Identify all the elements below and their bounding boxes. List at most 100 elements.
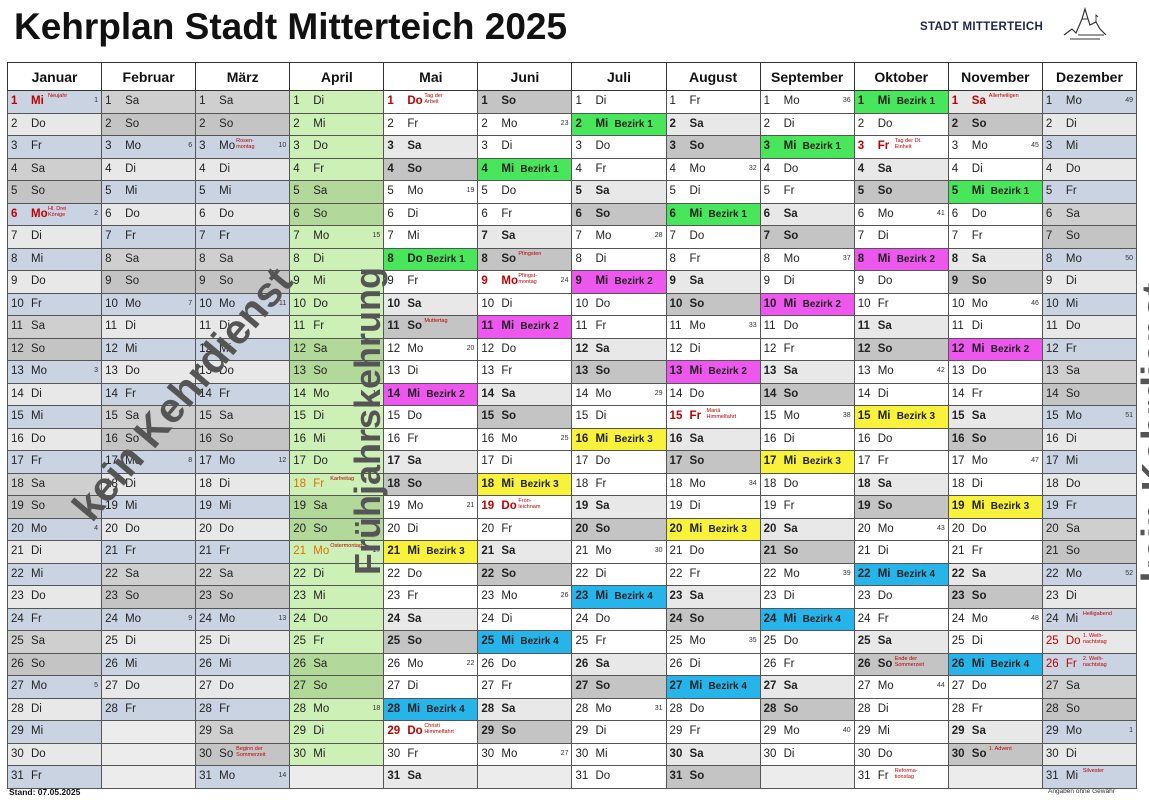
week-number: 40 bbox=[842, 727, 851, 734]
day-cell: 21 Mi Bezirk 3 bbox=[383, 540, 479, 564]
day-cell: 8 Do Bezirk 1 bbox=[383, 247, 479, 271]
day-number: 18 bbox=[857, 477, 871, 490]
day-cell: 18 Mo 34 bbox=[665, 472, 761, 496]
day-number: 27 bbox=[1045, 680, 1059, 692]
day-cell: 27 So bbox=[571, 675, 667, 699]
day-number: 11 bbox=[575, 320, 588, 332]
table-row: 20 Mo 4 20 Do 20 Do 20 So 20 Di 20 Fr 20 So 20 Mi Bezirk … bbox=[6, 517, 1138, 541]
weekday: Do bbox=[501, 342, 517, 355]
day-cell: 2 Mi bbox=[289, 112, 385, 136]
day-number: 4 bbox=[763, 162, 771, 175]
day-cell-content: 26 Mi bbox=[197, 654, 289, 675]
weekday: Mo bbox=[219, 140, 236, 152]
district-label: Bezirk 1 bbox=[520, 163, 559, 175]
day-number: 24 bbox=[575, 612, 589, 625]
day-number: 12 bbox=[575, 342, 589, 355]
day-cell-content: 26 So Ende der Sommerzeit bbox=[855, 654, 947, 675]
day-cell-content: 1 Di bbox=[291, 91, 383, 112]
day-cell: 21 Sa bbox=[477, 540, 573, 564]
day-cell: 6 Di bbox=[383, 202, 479, 226]
day-number: 28 bbox=[575, 702, 589, 715]
weekday: Do bbox=[595, 612, 611, 625]
weekday: Sa bbox=[501, 702, 516, 715]
day-cell-content: 15 Di bbox=[573, 406, 665, 427]
day-cell-content: 7 Fr bbox=[197, 226, 289, 247]
day-cell: 4 Do bbox=[1041, 157, 1138, 181]
day-number: 11 bbox=[763, 320, 776, 332]
day-cell: 20 Mo 4 bbox=[6, 517, 103, 541]
week-number: 46 bbox=[1031, 299, 1039, 307]
day-cell-content: 2 So bbox=[949, 114, 1041, 135]
day-number: 6 bbox=[669, 207, 676, 220]
weekday: Mo bbox=[689, 635, 706, 647]
day-cell: 30 Sa bbox=[665, 742, 761, 766]
day-number: 21 bbox=[951, 545, 965, 557]
day-cell-content: 10 Do bbox=[291, 294, 383, 315]
table-row: 17 Fr 17 Mo 8 17 Mo 12 17 Do 17 Sa 17 Di 17 Do 17 So 17 Mi B… bbox=[6, 450, 1138, 474]
day-cell-content: 26 Mi Bezirk 4 bbox=[949, 654, 1041, 675]
day-cell: 29 Mo 1 bbox=[1041, 720, 1138, 744]
day-cell-content: 7 Fr bbox=[103, 226, 195, 247]
weekday: Mi bbox=[31, 410, 44, 422]
weekday: Mi bbox=[877, 410, 891, 422]
day-cell-content: 25 Fr bbox=[573, 631, 665, 652]
day-cell: 20 Mi Bezirk 3 bbox=[665, 517, 761, 541]
day-cell: 16 Fr bbox=[383, 427, 479, 451]
weekday: Sa bbox=[219, 252, 234, 265]
weekday: Mi bbox=[407, 230, 420, 242]
weekday: Sa bbox=[125, 567, 140, 580]
day-cell: 15 Di bbox=[571, 405, 667, 429]
day-cell-content: 7 Di bbox=[9, 226, 101, 247]
table-row: 25 Sa 25 Di 25 Di 25 Fr 25 So 25 Mi Bezirk 4 25 Fr 25 Mo… bbox=[6, 630, 1138, 654]
day-number: 13 bbox=[669, 365, 683, 377]
day-cell: 24 So bbox=[665, 607, 761, 631]
day-cell: 26 Mi bbox=[101, 652, 197, 676]
day-cell: 12 Fr bbox=[759, 337, 855, 361]
day-cell-content: 31 Fr bbox=[9, 766, 101, 787]
weekday: Di bbox=[313, 252, 325, 265]
day-cell: 26 Mi Bezirk 4 bbox=[947, 652, 1043, 676]
day-number: 20 bbox=[199, 522, 212, 535]
weekday: So bbox=[971, 747, 987, 760]
day-cell-content: 11 So Muttertag bbox=[385, 316, 477, 337]
day-number: 3 bbox=[669, 140, 676, 152]
day-cell: 31 Sa bbox=[383, 765, 479, 789]
weekday: Sa bbox=[783, 365, 798, 377]
day-number: 26 bbox=[293, 657, 307, 670]
day-cell: 28 Mo 18 bbox=[289, 697, 385, 721]
day-cell: 3 Sa bbox=[383, 135, 479, 159]
week-number: 17 bbox=[372, 547, 381, 554]
day-cell: 26 So Ende der Sommerzeit bbox=[853, 652, 949, 676]
day-cell: 13 Mo 3 bbox=[6, 360, 103, 384]
day-cell: 10 Mi bbox=[1041, 292, 1138, 316]
weekday: Di bbox=[219, 320, 231, 332]
day-cell-content: 10 Mo 7 bbox=[103, 294, 195, 315]
day-cell-content: 12 Fr bbox=[1043, 339, 1135, 360]
weekday: So bbox=[595, 680, 611, 692]
day-number: 6 bbox=[763, 207, 771, 220]
day-cell: 1 Di bbox=[571, 90, 667, 114]
weekday: Di bbox=[689, 342, 701, 355]
weekday: Mo bbox=[783, 725, 800, 737]
weekday: Sa bbox=[313, 342, 328, 355]
day-cell: 24 Di bbox=[477, 607, 573, 631]
weekday: Fr bbox=[219, 702, 231, 715]
day-cell-content: 25 Sa bbox=[855, 631, 947, 652]
day-number: 3 bbox=[575, 140, 582, 152]
day-number: 25 bbox=[951, 635, 965, 647]
weekday: Mo bbox=[31, 207, 48, 220]
day-cell: 9 Mi Bezirk 2 bbox=[571, 270, 667, 294]
weekday: Do bbox=[407, 252, 423, 265]
day-cell: 20 Fr bbox=[477, 517, 573, 541]
day-cell-content: 13 Do bbox=[197, 361, 289, 382]
day-number: 24 bbox=[481, 612, 495, 625]
day-cell: 10 Mo 46 bbox=[947, 292, 1043, 316]
holiday-note: 1. Weih-nachtstag bbox=[1082, 633, 1107, 645]
day-cell: 30 So Beginn der Sommerzeit bbox=[195, 742, 291, 766]
day-cell-content: 20 Fr bbox=[479, 519, 571, 540]
day-cell-content: 19 So bbox=[9, 496, 101, 517]
day-cell-content: 9 Mi Bezirk 2 bbox=[573, 271, 665, 292]
weekday: Do bbox=[313, 455, 328, 467]
day-number: 9 bbox=[669, 275, 676, 287]
day-number: 16 bbox=[293, 432, 307, 445]
